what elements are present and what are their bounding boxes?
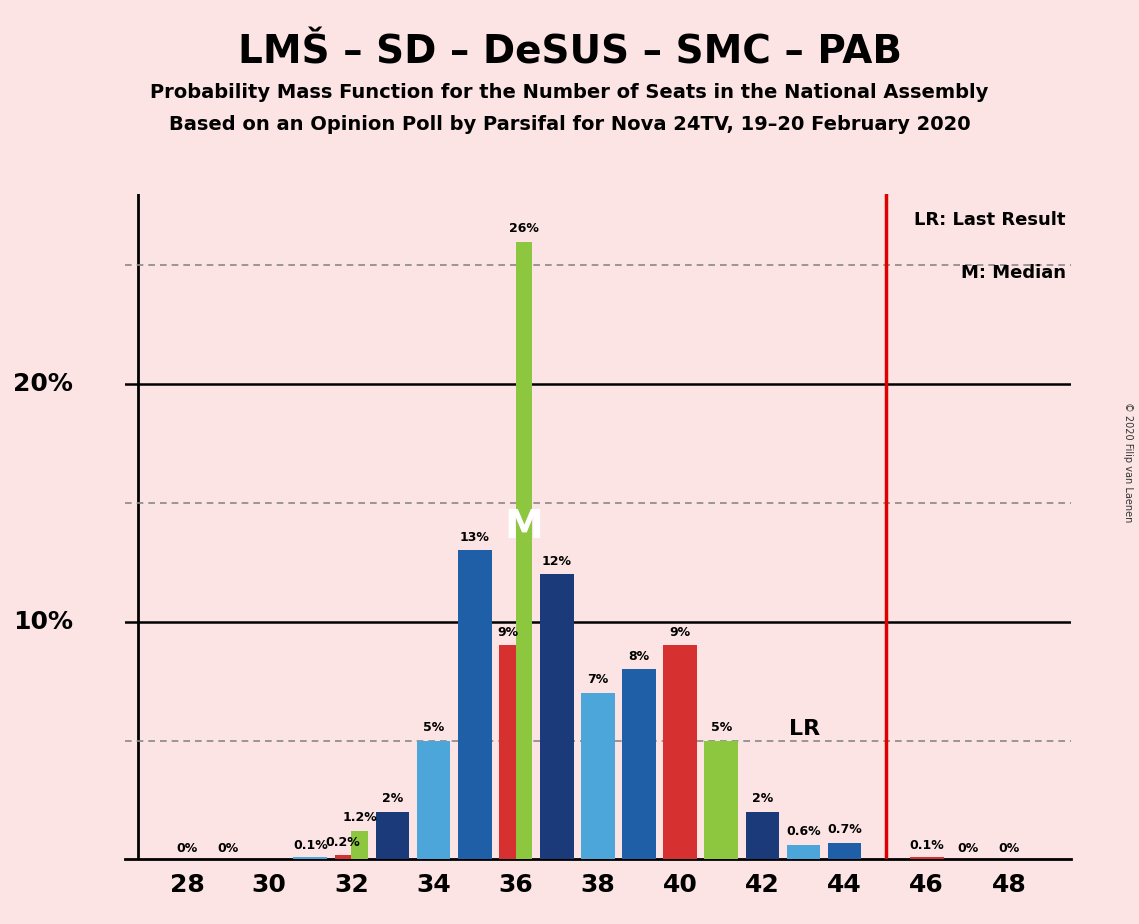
Bar	[704, 740, 738, 859]
Text: 0.7%: 0.7%	[827, 823, 862, 836]
Bar	[622, 669, 656, 859]
Text: 8%: 8%	[629, 650, 649, 663]
Text: 0.6%: 0.6%	[786, 825, 821, 838]
Text: 5%: 5%	[423, 721, 444, 734]
Text: 7%: 7%	[588, 674, 608, 687]
Text: 1.2%: 1.2%	[342, 811, 377, 824]
Text: 0.1%: 0.1%	[293, 839, 328, 852]
Text: 13%: 13%	[460, 530, 490, 544]
Text: 2%: 2%	[382, 792, 403, 805]
Bar	[499, 646, 516, 859]
Text: 20%: 20%	[14, 372, 73, 396]
Text: M: Median: M: Median	[961, 264, 1066, 282]
Bar	[458, 551, 492, 859]
Bar	[351, 831, 368, 859]
Bar	[376, 812, 409, 859]
Text: 0.1%: 0.1%	[909, 839, 944, 852]
Bar	[516, 241, 532, 859]
Bar	[540, 574, 574, 859]
Bar	[746, 812, 779, 859]
Text: 0%: 0%	[957, 842, 978, 855]
Text: 0.2%: 0.2%	[326, 836, 361, 849]
Text: 0%: 0%	[218, 842, 239, 855]
Text: LR: LR	[789, 719, 820, 738]
Text: 26%: 26%	[509, 222, 539, 235]
Text: Based on an Opinion Poll by Parsifal for Nova 24TV, 19–20 February 2020: Based on an Opinion Poll by Parsifal for…	[169, 115, 970, 134]
Bar	[663, 646, 697, 859]
Text: 9%: 9%	[670, 626, 690, 638]
Bar	[828, 843, 861, 859]
Text: © 2020 Filip van Laenen: © 2020 Filip van Laenen	[1123, 402, 1132, 522]
Bar	[581, 693, 615, 859]
Bar	[910, 857, 943, 859]
Text: 0%: 0%	[177, 842, 197, 855]
Bar	[787, 845, 820, 859]
Bar	[335, 855, 352, 859]
Text: 2%: 2%	[752, 792, 773, 805]
Text: 10%: 10%	[14, 610, 73, 634]
Text: Probability Mass Function for the Number of Seats in the National Assembly: Probability Mass Function for the Number…	[150, 83, 989, 103]
Text: LR: Last Result: LR: Last Result	[915, 211, 1066, 228]
Text: LMŠ – SD – DeSUS – SMC – PAB: LMŠ – SD – DeSUS – SMC – PAB	[238, 33, 901, 71]
Text: 9%: 9%	[497, 626, 518, 638]
Text: M: M	[505, 507, 543, 546]
Text: 5%: 5%	[711, 721, 732, 734]
Text: 0%: 0%	[999, 842, 1019, 855]
Bar	[417, 740, 450, 859]
Text: 12%: 12%	[542, 554, 572, 567]
Bar	[294, 857, 327, 859]
